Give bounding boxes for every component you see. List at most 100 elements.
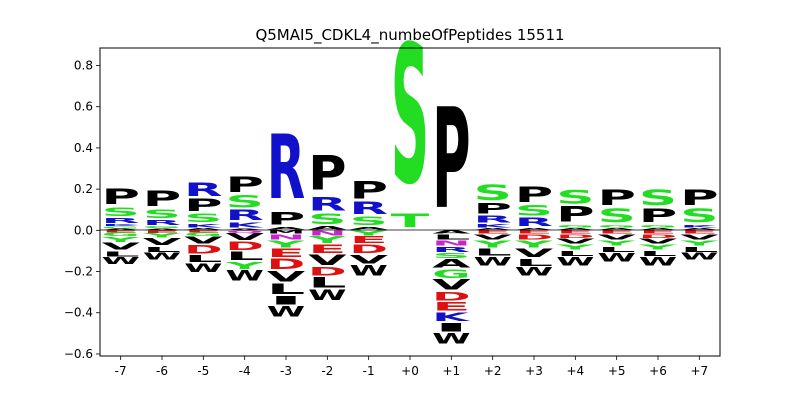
logo-letter-e: E [473,229,511,234]
logo-letter-a: A [184,228,224,231]
logo-letter-k: K [680,224,719,228]
logo-letter-e: E [308,242,346,256]
logo-letter-a: A [680,228,720,231]
logo-letter-p: P [267,209,305,228]
logo-letter-r: R [184,179,222,201]
logo-letter-v: V [556,237,595,245]
logo-letter-v: V [308,252,347,269]
logo-letter-p: P [432,79,470,240]
logo-letter-e: E [267,246,305,260]
logo-letter-y: Y [266,238,306,249]
logo-letter-d: D [184,243,222,257]
logo-letter-n: N [267,233,305,241]
logo-layer: AGKRSPEGYVLWAGRSPEYVLWAKSPREGVDLWAKRSPQV… [101,4,720,347]
logo-letter-g: G [143,226,181,229]
logo-letter-e: E [556,229,594,234]
logo-letter-y: Y [555,243,594,251]
logo-letter-p: P [101,185,139,210]
logo-letter-p: P [225,173,263,198]
y-tick-label: 0.6 [74,100,93,114]
logo-letter-q: Q [225,229,263,233]
logo-letter-l: L [680,245,718,253]
logo-letter-a: A [308,225,347,231]
logo-letter-a: A [225,228,265,230]
y-tick-label: −0.6 [64,347,93,361]
logo-letter-p: P [143,187,181,212]
x-tick-label: -7 [115,364,127,378]
logo-letter-s: S [597,205,635,227]
logo-letter-g: G [432,267,470,281]
logo-letter-s: S [556,186,594,208]
logo-letter-n: N [308,229,346,237]
logo-letter-i: I [432,320,470,334]
logo-letter-y: Y [142,232,181,239]
logo-letter-v: V [267,268,306,285]
logo-letter-k: K [101,224,141,227]
logo-letter-l: L [225,250,263,264]
logo-letter-r: R [267,117,305,219]
logo-letter-s: S [349,214,387,228]
logo-letter-s: S [473,180,511,205]
y-tick-label: −0.4 [64,306,93,320]
logo-letter-r: R [432,245,470,253]
logo-letter-s: S [225,192,263,211]
logo-letter-e: E [515,229,553,234]
logo-letter-l: L [556,249,594,257]
logo-letter-p: P [597,186,635,211]
logo-letter-d: D [515,233,553,241]
logo-letter-l: L [515,257,553,268]
y-tick-label: 0.8 [74,59,93,73]
x-tick-label: +6 [649,364,667,378]
logo-letter-a: A [556,228,596,231]
logo-letter-s: S [184,211,222,225]
logo-letter-m: M [267,229,305,235]
logo-letter-r: R [308,193,346,215]
logo-letter-k: K [432,310,470,324]
logo-letter-p: P [639,205,677,227]
logo-letter-d: D [225,239,263,253]
logo-letter-g: G [101,226,139,229]
logo-letter-y: Y [473,238,513,249]
logo-letter-g: G [101,232,139,238]
logo-letter-s: S [143,207,181,221]
logo-letter-e: E [101,230,139,233]
logo-letter-w: W [680,251,718,262]
logo-letter-k: K [473,223,512,229]
logo-letter-l: L [639,249,677,257]
logo-letter-w: W [432,330,470,347]
x-tick-label: +2 [484,364,502,378]
logo-letter-e: E [680,229,718,234]
logo-letter-v: V [143,237,182,248]
logo-letter-l: L [184,253,222,264]
logo-letter-p: P [680,186,718,211]
logo-letter-a: A [143,228,183,230]
logo-letter-w: W [515,265,553,279]
logo-letter-v: V [515,246,554,260]
logo-letter-r: R [143,219,181,227]
logo-letter-v: V [639,237,678,245]
x-tick-label: +3 [525,364,543,378]
logo-letter-y: Y [597,239,636,247]
logo-letter-w: W [308,287,346,304]
x-tick-label: -6 [156,364,168,378]
x-tick-label: +7 [690,364,708,378]
logo-letter-a: A [597,228,637,231]
logo-letter-l: L [432,233,470,241]
x-tick-label: +1 [442,364,460,378]
logo-letter-d: D [556,233,594,239]
logo-letter-v: V [597,233,636,241]
x-tick-label: -4 [239,364,251,378]
logo-letter-w: W [639,255,677,269]
chart-title: Q5MAI5_CDKL4_numbeOfPeptides 15511 [255,26,564,45]
logo-letter-a: A [473,228,513,231]
logo-letter-s: S [680,205,718,227]
logo-letter-p: P [308,146,346,201]
logo-letter-i: I [267,294,305,308]
y-axis: −0.6 −0.4 −0.2 0.0 0.2 0.4 0.6 0.8 [64,59,100,361]
logo-letter-a: A [515,228,555,231]
logo-letter-a: A [432,229,471,235]
logo-letter-e: E [597,229,635,234]
logo-letter-e: E [143,230,181,234]
logo-letter-w: W [556,255,594,269]
